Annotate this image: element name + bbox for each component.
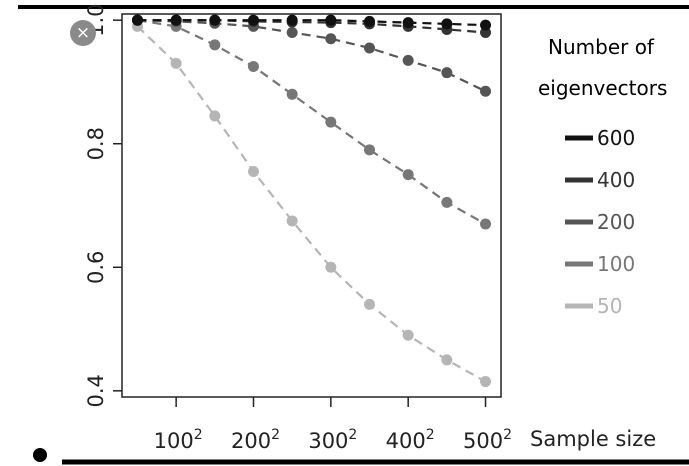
x-axis: 1002 2002 3002 4002 5002: [154, 397, 512, 453]
data-point-100: [402, 169, 414, 181]
x-tick-label: 2002: [231, 427, 280, 453]
data-point-600: [364, 15, 376, 27]
x-tick-exponent: 2: [348, 427, 357, 443]
x-tick-label: 4002: [386, 427, 435, 453]
data-point-50: [364, 298, 376, 310]
series-line-600: [137, 19, 486, 27]
data-point-50: [325, 261, 337, 273]
data-point-600: [131, 14, 143, 26]
x-tick-base: 500: [463, 429, 503, 453]
data-point-600: [286, 14, 298, 26]
data-point-50: [209, 110, 221, 122]
data-point-50: [247, 166, 259, 178]
x-tick-exponent: 2: [271, 427, 280, 443]
legend-title-line-2: eigenvectors: [538, 76, 667, 100]
data-point-200: [402, 54, 414, 66]
x-tick-label: 5002: [463, 427, 512, 453]
data-point-50: [286, 215, 298, 227]
x-tick-base: 300: [308, 429, 348, 453]
data-point-50: [170, 57, 182, 69]
y-tick-label: 0.8: [84, 127, 108, 160]
series-layer: [131, 14, 492, 388]
x-tick-label: 3002: [308, 427, 357, 453]
y-tick-label: 0.6: [84, 251, 108, 284]
series-line-100: [137, 19, 487, 225]
data-point-50: [480, 376, 492, 388]
x-tick-base: 400: [386, 429, 426, 453]
legend: Number of eigenvectors 600 400 200 100 50: [538, 35, 667, 318]
data-point-200: [286, 27, 298, 39]
x-axis-label: Sample size: [530, 427, 656, 451]
data-point-600: [480, 19, 492, 31]
data-point-600: [170, 14, 182, 26]
legend-label: 400: [597, 168, 635, 192]
legend-label: 600: [597, 126, 635, 150]
legend-label: 200: [597, 210, 635, 234]
x-tick-exponent: 2: [194, 427, 203, 443]
data-point-100: [441, 196, 453, 208]
data-point-600: [209, 14, 221, 26]
data-point-100: [247, 61, 259, 73]
data-point-600: [247, 14, 259, 26]
series-line-400: [137, 19, 486, 34]
x-tick-base: 200: [231, 429, 271, 453]
data-point-200: [480, 85, 492, 97]
data-point-200: [364, 42, 376, 54]
data-point-600: [325, 14, 337, 26]
data-point-600: [441, 18, 453, 30]
x-tick-base: 100: [154, 429, 194, 453]
x-tick-label: 1002: [154, 427, 203, 453]
y-axis: 0.40.60.81.0: [84, 3, 122, 408]
legend-label: 50: [597, 294, 622, 318]
data-point-50: [441, 354, 453, 366]
bullet-dot: [33, 448, 47, 462]
plot-frame: [121, 13, 502, 398]
y-tick-label: 0.4: [84, 374, 108, 407]
series-line-50: [136, 25, 487, 383]
legend-label: 100: [597, 252, 635, 276]
data-point-100: [209, 39, 221, 51]
data-point-100: [325, 116, 337, 128]
legend-title-line-1: Number of: [548, 35, 655, 59]
data-point-100: [286, 88, 298, 100]
data-point-100: [364, 144, 376, 156]
x-tick-exponent: 2: [426, 427, 435, 443]
data-point-600: [402, 17, 414, 29]
close-icon[interactable]: ×: [70, 20, 96, 46]
data-point-200: [325, 33, 337, 45]
data-point-100: [480, 218, 492, 230]
data-point-50: [402, 329, 414, 341]
data-point-200: [441, 67, 453, 79]
x-tick-exponent: 2: [503, 427, 512, 443]
